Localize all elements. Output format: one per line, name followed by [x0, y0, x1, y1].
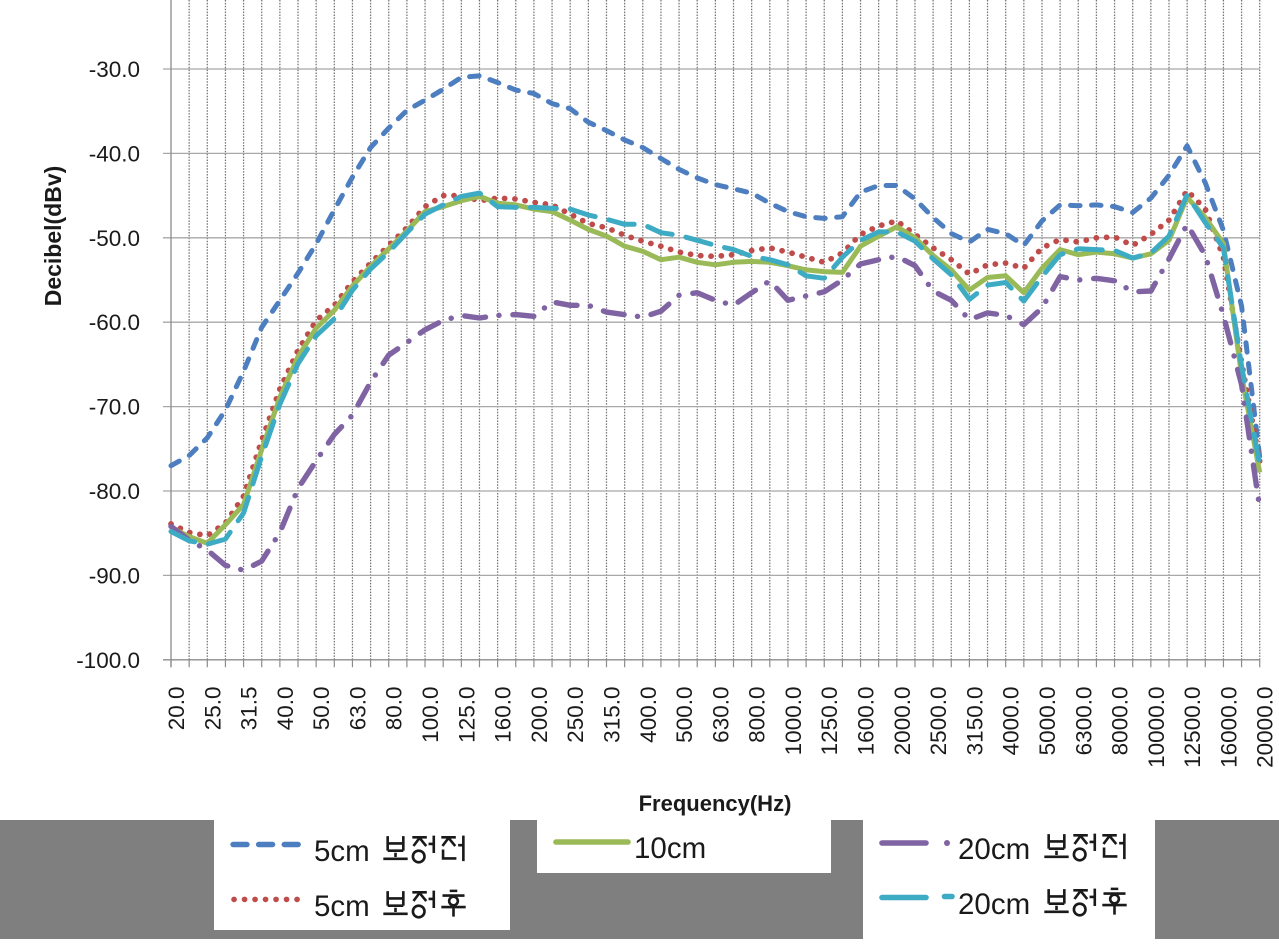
svg-text:2000.0: 2000.0	[890, 687, 915, 756]
svg-text:10cm: 10cm	[634, 832, 706, 865]
svg-text:630.0: 630.0	[708, 687, 733, 743]
svg-text:20cm: 20cm	[958, 888, 1030, 921]
svg-text:3150.0: 3150.0	[962, 687, 987, 756]
svg-text:-40.0: -40.0	[89, 141, 140, 166]
svg-text:1000.0: 1000.0	[781, 687, 806, 756]
svg-text:2500.0: 2500.0	[926, 687, 951, 756]
svg-text:-90.0: -90.0	[89, 563, 140, 588]
svg-text:315.0: 315.0	[600, 687, 625, 743]
svg-text:20000.0: 20000.0	[1253, 687, 1278, 768]
svg-text:-100.0: -100.0	[76, 648, 140, 673]
svg-text:16000.0: 16000.0	[1216, 687, 1241, 768]
svg-text:1250.0: 1250.0	[817, 687, 842, 756]
svg-text:5000.0: 5000.0	[1035, 687, 1060, 756]
svg-text:40.0: 40.0	[273, 687, 298, 731]
svg-text:31.5: 31.5	[237, 687, 262, 731]
svg-text:5cm: 5cm	[314, 890, 370, 923]
svg-text:Decibel(dBv): Decibel(dBv)	[40, 166, 66, 307]
svg-text:-80.0: -80.0	[89, 479, 140, 504]
svg-text:1600.0: 1600.0	[854, 687, 879, 756]
svg-text:20.0: 20.0	[164, 687, 189, 731]
svg-text:-30.0: -30.0	[89, 57, 140, 82]
svg-text:100.0: 100.0	[418, 687, 443, 743]
svg-text:-50.0: -50.0	[89, 226, 140, 251]
svg-text:Frequency(Hz): Frequency(Hz)	[639, 791, 792, 816]
svg-text:10000.0: 10000.0	[1144, 687, 1169, 768]
svg-text:20cm: 20cm	[958, 833, 1030, 866]
svg-text:6300.0: 6300.0	[1071, 687, 1096, 756]
svg-text:-70.0: -70.0	[89, 395, 140, 420]
svg-text:125.0: 125.0	[454, 687, 479, 743]
svg-text:500.0: 500.0	[672, 687, 697, 743]
svg-text:4000.0: 4000.0	[999, 686, 1024, 755]
svg-text:800.0: 800.0	[745, 687, 770, 743]
svg-text:8000.0: 8000.0	[1108, 687, 1133, 756]
svg-text:250.0: 250.0	[563, 687, 588, 743]
svg-text:80.0: 80.0	[382, 687, 407, 731]
svg-text:25.0: 25.0	[200, 687, 225, 731]
svg-text:12500.0: 12500.0	[1180, 687, 1205, 768]
svg-text:160.0: 160.0	[491, 687, 516, 743]
svg-text:200.0: 200.0	[527, 687, 552, 743]
svg-text:5cm: 5cm	[314, 835, 370, 868]
svg-text:63.0: 63.0	[346, 687, 371, 731]
svg-text:50.0: 50.0	[309, 687, 334, 731]
svg-text:400.0: 400.0	[636, 687, 661, 743]
svg-text:-60.0: -60.0	[89, 310, 140, 335]
